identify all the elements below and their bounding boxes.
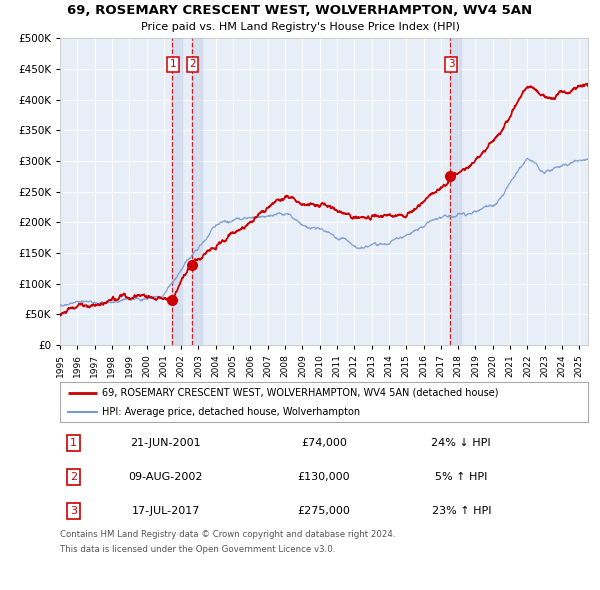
- Text: 2: 2: [70, 472, 77, 482]
- Text: Price paid vs. HM Land Registry's House Price Index (HPI): Price paid vs. HM Land Registry's House …: [140, 22, 460, 32]
- Bar: [172, 38, 182, 345]
- Text: HPI: Average price, detached house, Wolverhampton: HPI: Average price, detached house, Wolv…: [102, 407, 361, 417]
- Text: 2: 2: [189, 60, 196, 70]
- Text: £74,000: £74,000: [301, 438, 347, 448]
- Text: 3: 3: [70, 506, 77, 516]
- Text: 23% ↑ HPI: 23% ↑ HPI: [431, 506, 491, 516]
- Text: 17-JUL-2017: 17-JUL-2017: [131, 506, 200, 516]
- Text: £275,000: £275,000: [298, 506, 350, 516]
- Bar: [450, 38, 461, 345]
- Text: Contains HM Land Registry data © Crown copyright and database right 2024.: Contains HM Land Registry data © Crown c…: [60, 530, 395, 539]
- Text: 1: 1: [170, 60, 176, 70]
- Text: 3: 3: [448, 60, 454, 70]
- Text: 24% ↓ HPI: 24% ↓ HPI: [431, 438, 491, 448]
- Text: 5% ↑ HPI: 5% ↑ HPI: [435, 472, 487, 482]
- Text: 21-JUN-2001: 21-JUN-2001: [130, 438, 201, 448]
- Text: This data is licensed under the Open Government Licence v3.0.: This data is licensed under the Open Gov…: [60, 545, 335, 554]
- Text: 09-AUG-2002: 09-AUG-2002: [128, 472, 203, 482]
- Text: 69, ROSEMARY CRESCENT WEST, WOLVERHAMPTON, WV4 5AN (detached house): 69, ROSEMARY CRESCENT WEST, WOLVERHAMPTO…: [102, 388, 499, 398]
- Text: 69, ROSEMARY CRESCENT WEST, WOLVERHAMPTON, WV4 5AN: 69, ROSEMARY CRESCENT WEST, WOLVERHAMPTO…: [67, 4, 533, 17]
- Text: 1: 1: [70, 438, 77, 448]
- Bar: [191, 38, 202, 345]
- Text: £130,000: £130,000: [298, 472, 350, 482]
